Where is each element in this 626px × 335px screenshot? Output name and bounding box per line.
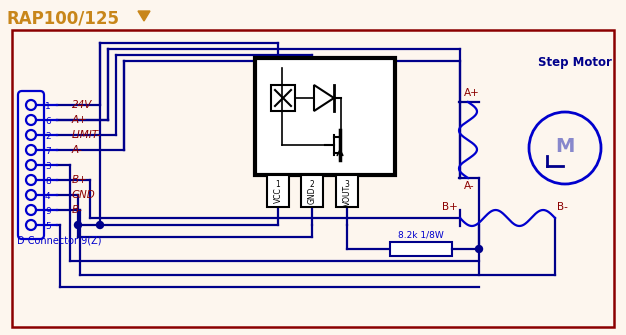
Text: 2: 2 [310, 180, 314, 189]
Bar [271, 85, 295, 111]
Text: 6: 6 [45, 117, 51, 126]
Text: VCC: VCC [274, 187, 282, 203]
Text: B+: B+ [72, 175, 88, 185]
Bar [12, 30, 614, 327]
Text: RAP100/125: RAP100/125 [7, 9, 120, 27]
Text: A+: A+ [464, 88, 480, 98]
Text: 1: 1 [275, 180, 280, 189]
Circle shape [26, 175, 36, 185]
Text: A-: A- [72, 145, 83, 155]
Bar [390, 242, 452, 256]
Bar [267, 175, 289, 207]
Circle shape [476, 246, 483, 253]
Text: 8: 8 [45, 177, 51, 186]
Text: LIMIT-: LIMIT- [72, 130, 101, 140]
Circle shape [26, 115, 36, 125]
Text: 2: 2 [45, 132, 51, 140]
Text: B+: B+ [442, 202, 458, 212]
Bar [301, 175, 323, 207]
Bar [336, 175, 358, 207]
Text: 8.2k 1/8W: 8.2k 1/8W [398, 230, 444, 239]
Text: B-: B- [557, 202, 568, 212]
Circle shape [26, 160, 36, 170]
Text: 1: 1 [45, 102, 51, 111]
Circle shape [26, 100, 36, 110]
Text: A+: A+ [72, 115, 88, 125]
Circle shape [96, 221, 103, 228]
Text: M: M [555, 136, 575, 155]
Circle shape [26, 130, 36, 140]
Text: 24V: 24V [72, 100, 93, 110]
Text: GND: GND [72, 190, 96, 200]
Circle shape [26, 145, 36, 155]
Circle shape [74, 221, 81, 228]
Circle shape [529, 112, 601, 184]
Text: Step Motor: Step Motor [538, 56, 612, 68]
Text: 4: 4 [45, 192, 51, 201]
Text: GND: GND [307, 186, 317, 204]
Circle shape [26, 205, 36, 215]
Text: D Connector 9(Z): D Connector 9(Z) [17, 235, 101, 245]
Text: 3: 3 [45, 161, 51, 171]
Text: A-: A- [464, 181, 475, 191]
Polygon shape [138, 11, 150, 21]
Circle shape [26, 190, 36, 200]
Text: 9: 9 [45, 206, 51, 215]
Circle shape [26, 220, 36, 230]
Text: VOUT: VOUT [342, 185, 352, 206]
Text: 7: 7 [45, 146, 51, 155]
Bar [255, 58, 395, 175]
Text: 5: 5 [45, 221, 51, 230]
Text: B-: B- [72, 205, 83, 215]
Text: 3: 3 [344, 180, 349, 189]
